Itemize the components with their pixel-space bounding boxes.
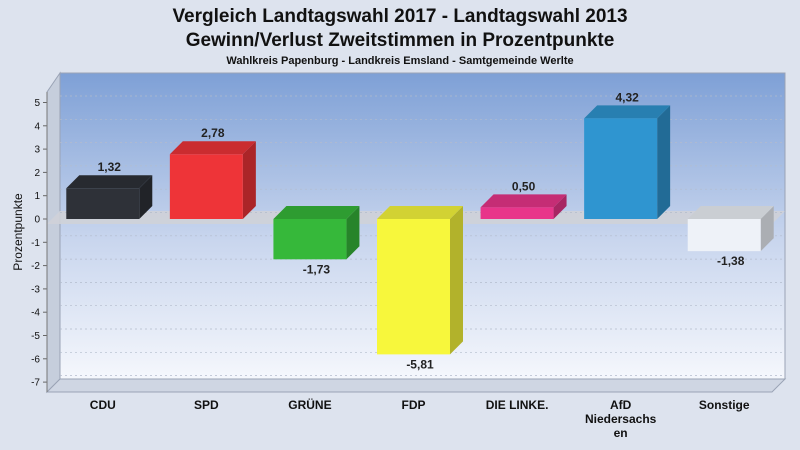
x-tick-label: GRÜNE <box>288 397 331 412</box>
value-labels: 1,32 2,78 -1,73 -5,81 0,50 4,32 -1,38 <box>98 90 745 371</box>
bar <box>480 194 567 219</box>
y-tick-label: -6 <box>31 354 40 365</box>
bar-side <box>760 206 774 252</box>
bar-top <box>273 206 360 219</box>
plot-side-wall <box>46 71 61 394</box>
bar-top <box>377 206 463 219</box>
bar-front <box>687 219 761 252</box>
bar-side <box>657 105 671 219</box>
y-tick-label: -5 <box>31 331 40 342</box>
value-label: 4,32 <box>615 90 639 104</box>
bar-side <box>346 206 360 260</box>
y-tick-label: -3 <box>31 284 40 295</box>
bar <box>273 206 360 260</box>
bar-front <box>377 219 450 355</box>
bar-top <box>480 194 567 208</box>
plot-floor <box>45 378 787 393</box>
x-axis-ticks: CDU SPD GRÜNE FDP DIE LINKE. AfD Niedersachs en… <box>90 397 750 440</box>
x-tick-label: AfD Niedersachs en <box>585 398 657 440</box>
y-tick-label: 2 <box>34 168 40 179</box>
bar-top <box>169 141 256 155</box>
bar-side <box>139 175 153 219</box>
x-tick-label: DIE LINKE. <box>486 398 549 412</box>
chart-title: Vergleich Landtagswahl 2017 - Landtagswa… <box>172 6 627 27</box>
value-label: -1,73 <box>303 262 331 276</box>
x-tick-label: SPD <box>194 398 219 412</box>
value-label: -5,81 <box>406 357 434 371</box>
y-tick-label: -4 <box>31 308 40 319</box>
bar-front <box>480 207 554 219</box>
bar-top <box>66 175 153 189</box>
value-label: -1,38 <box>717 254 745 268</box>
bar-front <box>169 154 243 219</box>
y-tick-label: -1 <box>31 238 40 249</box>
bar <box>687 206 774 252</box>
y-tick-label: 4 <box>34 121 40 132</box>
bar-side <box>450 206 463 355</box>
chart-title-line2: Gewinn/Verlust Zweitstimmen in Prozentpu… <box>186 30 615 51</box>
bar-front <box>66 188 140 219</box>
y-tick-label: 0 <box>34 215 40 226</box>
x-tick-label: FDP <box>402 398 426 412</box>
y-tick-label: -2 <box>31 261 40 272</box>
bar-front <box>273 219 347 260</box>
bar-top <box>584 105 671 119</box>
y-axis-label: Prozentpunkte <box>11 193 25 271</box>
y-tick-label: 5 <box>34 98 40 109</box>
y-tick-label: 3 <box>34 145 40 156</box>
value-label: 2,78 <box>201 126 225 140</box>
y-axis-ticks: 5 4 3 2 1 0 -1 -2 -3 -4 -5 -6 -7 <box>31 98 47 389</box>
value-label: 0,50 <box>512 179 536 193</box>
y-tick-label: 1 <box>34 191 40 202</box>
chart-subtitle: Wahlkreis Papenburg - Landkreis Emsland … <box>226 55 573 67</box>
bar-front <box>584 118 658 219</box>
bars <box>66 105 774 355</box>
y-tick-label: -7 <box>31 378 40 389</box>
bar <box>66 175 153 219</box>
bar <box>584 105 671 219</box>
bar-side <box>242 141 256 219</box>
bar <box>169 141 256 219</box>
bar-top <box>687 206 774 219</box>
bar-side <box>553 194 567 219</box>
bar <box>377 206 463 355</box>
x-tick-label: CDU <box>90 398 116 412</box>
value-label: 1,32 <box>98 160 122 174</box>
x-tick-label: Sonstige <box>699 398 750 412</box>
